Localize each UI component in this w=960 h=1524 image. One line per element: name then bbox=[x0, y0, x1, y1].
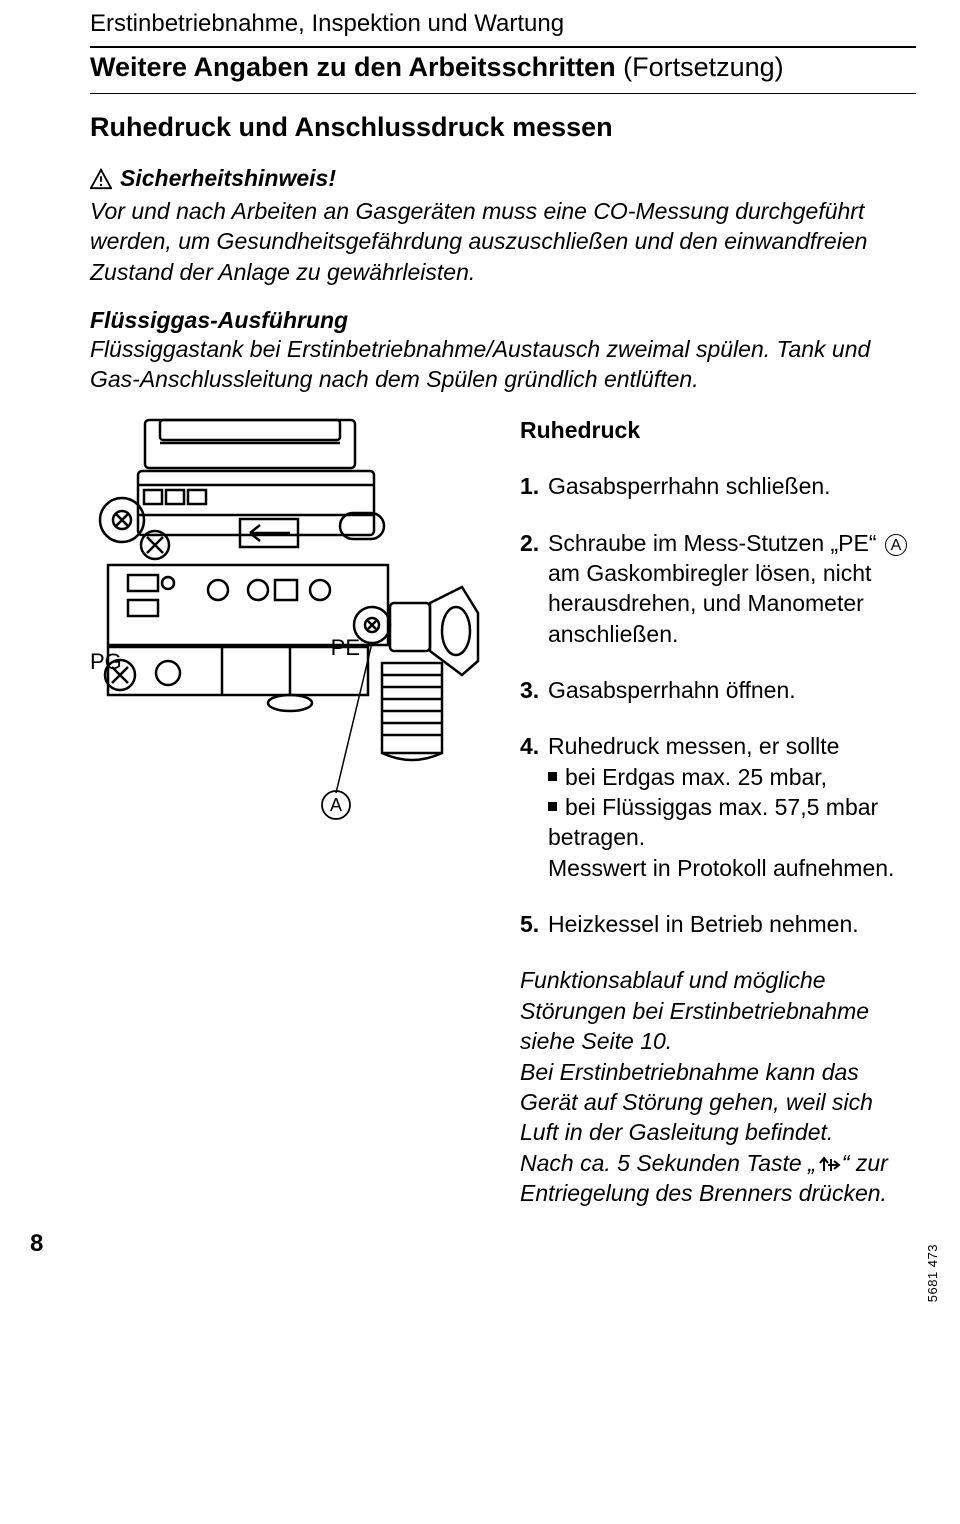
square-bullet-icon bbox=[548, 802, 557, 811]
note-2a: Bei Erstinbetriebnahme kann das Gerät au… bbox=[520, 1057, 916, 1148]
figure-callout-a: A bbox=[330, 795, 342, 815]
step-number: 3. bbox=[520, 675, 542, 705]
step-3: 3. Gasabsperrhahn öffnen. bbox=[520, 675, 916, 705]
gas-valve-diagram: PG PE A bbox=[90, 415, 480, 845]
step-number: 4. bbox=[520, 731, 542, 883]
instructions: Ruhedruck 1. Gasabsperrhahn schließen. 2… bbox=[520, 415, 916, 1209]
lpg-label: Flüssiggas-Ausführung bbox=[90, 307, 916, 334]
bullet-1-text: bei Erdgas max. 25 mbar, bbox=[565, 762, 827, 792]
step-number: 5. bbox=[520, 909, 542, 939]
step-2: 2. Schraube im Mess-Stutzen „PE“ A am Ga… bbox=[520, 528, 916, 649]
step-text: Gasabsperrhahn öffnen. bbox=[548, 675, 916, 705]
step-2-post: am Gaskombiregler lösen, nicht herausdre… bbox=[548, 560, 871, 647]
step-4-lead: Ruhedruck messen, er sollte bbox=[548, 731, 916, 761]
content-columns: PG PE A Ruhedruck 1. Gasabsperrhahn schl… bbox=[90, 415, 916, 1209]
reset-icon bbox=[816, 1155, 842, 1173]
step-text: Schraube im Mess-Stutzen „PE“ A am Gasko… bbox=[548, 528, 916, 649]
page-number: 8 bbox=[30, 1230, 916, 1258]
note-block: Funktionsablauf und mögliche Störungen b… bbox=[520, 965, 916, 1208]
bullet-2-text: bei Flüssiggas max. 57,5 mbar bbox=[565, 792, 878, 822]
divider-top bbox=[90, 46, 916, 48]
section-title-text: Weitere Angaben zu den Arbeitsschritten bbox=[90, 52, 616, 82]
note-2b-pre: Nach ca. 5 Sekunden Taste „ bbox=[520, 1150, 816, 1176]
step-4-tail2: Messwert in Protokoll aufnehmen. bbox=[548, 853, 916, 883]
lpg-text: Flüssiggastank bei Erstinbetriebnahme/Au… bbox=[90, 334, 916, 395]
safety-heading: Sicherheitshinweis! bbox=[90, 165, 916, 192]
note-2b: Nach ca. 5 Sekunden Taste „ “ zur Entrie… bbox=[520, 1148, 916, 1209]
bullet-2: bei Flüssiggas max. 57,5 mbar bbox=[548, 792, 916, 822]
step-5: 5. Heizkessel in Betrieb nehmen. bbox=[520, 909, 916, 939]
note-1: Funktionsablauf und mögliche Störungen b… bbox=[520, 965, 916, 1056]
callout-a-inline: A bbox=[885, 534, 907, 556]
safety-label: Sicherheitshinweis! bbox=[120, 165, 336, 192]
step-number: 2. bbox=[520, 528, 542, 649]
divider-mid bbox=[90, 93, 916, 94]
step-text: Heizkessel in Betrieb nehmen. bbox=[548, 909, 916, 939]
figure-label-pe: PE bbox=[331, 635, 360, 660]
page: Erstinbetriebnahme, Inspektion und Wartu… bbox=[0, 0, 960, 1288]
step-4: 4. Ruhedruck messen, er sollte bei Erdga… bbox=[520, 731, 916, 883]
step-number: 1. bbox=[520, 471, 542, 501]
figure: PG PE A bbox=[90, 415, 480, 850]
step-text: Ruhedruck messen, er sollte bei Erdgas m… bbox=[548, 731, 916, 883]
step-text: Gasabsperrhahn schließen. bbox=[548, 471, 916, 501]
figure-label-pg: PG bbox=[90, 649, 122, 674]
bullet-1: bei Erdgas max. 25 mbar, bbox=[548, 762, 916, 792]
section-title: Weitere Angaben zu den Arbeitsschritten … bbox=[90, 52, 916, 83]
step-2-pre: Schraube im Mess-Stutzen „PE“ bbox=[548, 530, 883, 556]
section-continuation: (Fortsetzung) bbox=[623, 52, 784, 82]
warning-icon bbox=[90, 168, 112, 190]
step-1: 1. Gasabsperrhahn schließen. bbox=[520, 471, 916, 501]
square-bullet-icon bbox=[548, 772, 557, 781]
breadcrumb: Erstinbetriebnahme, Inspektion und Wartu… bbox=[90, 10, 916, 38]
subsection-title: Ruhedruck und Anschlussdruck messen bbox=[90, 112, 916, 143]
ruhedruck-heading: Ruhedruck bbox=[520, 415, 916, 445]
safety-text: Vor und nach Arbeiten an Gasgeräten muss… bbox=[90, 196, 916, 287]
step-4-tail1: betragen. bbox=[548, 822, 916, 852]
side-document-number: 5681 473 bbox=[925, 1244, 940, 1302]
